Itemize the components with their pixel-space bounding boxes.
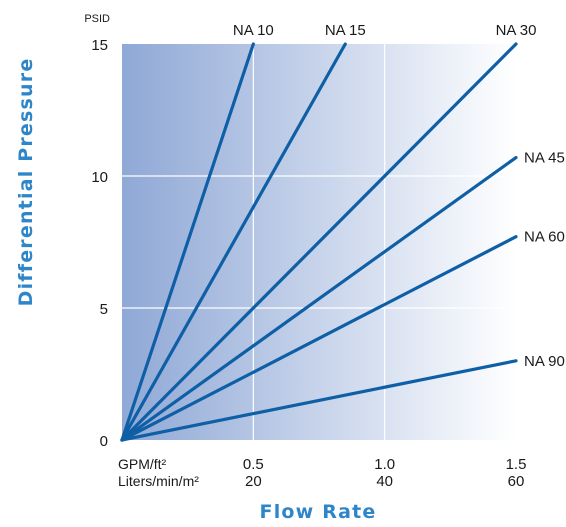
series-line-na-90 — [120, 359, 518, 442]
x-tick-label-lpm: 60 — [508, 473, 525, 490]
y-tick-label: 15 — [91, 37, 108, 54]
series-line-na-45 — [120, 155, 518, 442]
series-label: NA 90 — [524, 353, 565, 370]
series-line-na-15 — [120, 42, 347, 442]
y-tick-label: 5 — [100, 301, 108, 318]
y-unit-label: PSID — [84, 13, 110, 25]
x-axis-title: Flow Rate — [260, 501, 377, 523]
y-tick-label: 10 — [91, 169, 108, 186]
series-label: NA 45 — [524, 150, 565, 167]
x-tick-label-gpm: 0.5 — [243, 456, 264, 473]
series-line-na-30 — [120, 42, 518, 442]
x-tick-label-lpm: 40 — [376, 473, 393, 490]
y-tick-label: 0 — [100, 433, 108, 450]
x-tick-label-lpm: 20 — [245, 473, 262, 490]
x-unit-label-lpm: Liters/min/m² — [118, 473, 199, 489]
series-line-na-10 — [120, 42, 255, 442]
x-tick-label-gpm: 1.5 — [506, 456, 527, 473]
series-line-na-60 — [120, 235, 518, 442]
series-label: NA 30 — [496, 22, 537, 39]
series-label: NA 10 — [233, 22, 274, 39]
series-label: NA 15 — [325, 22, 366, 39]
x-unit-label-gpm: GPM/ft² — [118, 456, 167, 472]
series-label: NA 60 — [524, 229, 565, 246]
y-axis-title: Differential Pressure — [15, 58, 37, 307]
x-tick-label-gpm: 1.0 — [374, 456, 395, 473]
